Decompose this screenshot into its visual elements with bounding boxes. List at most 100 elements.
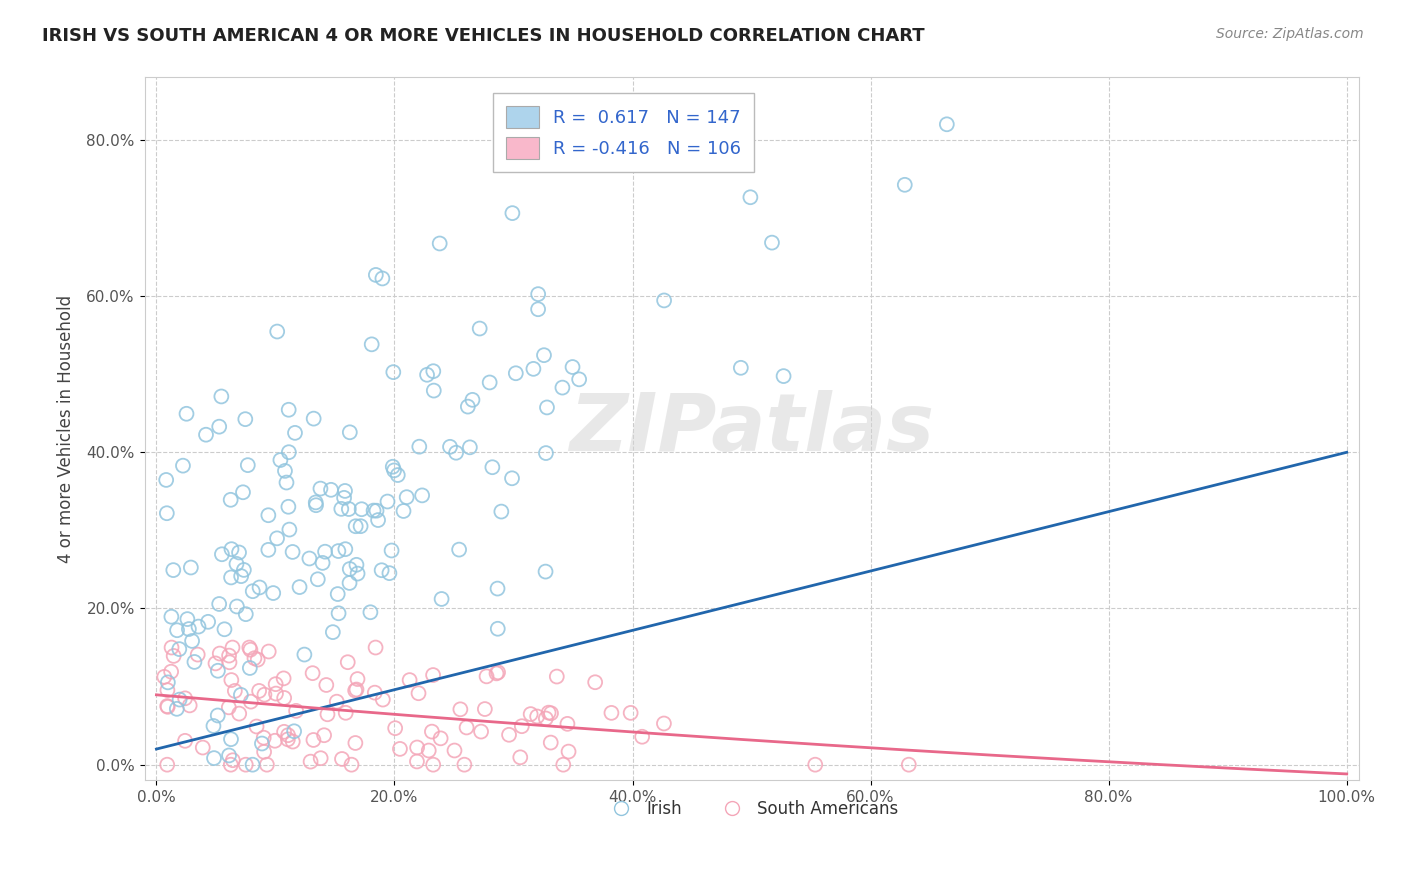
Point <box>219 570 242 584</box>
Point <box>266 325 288 339</box>
Point <box>453 757 475 772</box>
Point <box>242 584 264 599</box>
Point <box>350 502 373 516</box>
Point <box>187 619 209 633</box>
Point <box>208 597 231 611</box>
Point <box>207 664 229 678</box>
Point <box>253 688 276 702</box>
Point <box>346 672 368 686</box>
Point <box>422 757 444 772</box>
Point <box>509 750 531 764</box>
Point <box>155 473 177 487</box>
Text: ZIPatlas: ZIPatlas <box>569 390 934 468</box>
Point <box>197 615 219 629</box>
Point <box>429 236 451 251</box>
Point <box>174 691 197 706</box>
Point <box>191 740 214 755</box>
Point <box>285 704 308 718</box>
Point <box>406 740 429 755</box>
Point <box>537 706 560 720</box>
Point <box>382 463 405 477</box>
Point <box>204 657 226 671</box>
Point <box>330 752 353 766</box>
Point <box>281 734 304 748</box>
Point <box>349 519 371 533</box>
Point <box>652 716 675 731</box>
Point <box>298 551 321 566</box>
Point <box>491 505 513 519</box>
Point <box>546 669 568 683</box>
Point <box>221 640 243 655</box>
Point <box>408 686 430 700</box>
Point <box>253 745 276 759</box>
Point <box>302 411 325 425</box>
Point <box>359 605 381 619</box>
Point <box>228 706 250 721</box>
Point <box>180 560 202 574</box>
Point <box>470 724 492 739</box>
Point <box>247 684 270 698</box>
Point <box>239 661 262 675</box>
Point <box>195 427 218 442</box>
Point <box>264 687 287 701</box>
Point <box>620 706 643 720</box>
Point <box>156 699 179 714</box>
Point <box>522 362 544 376</box>
Point <box>156 683 179 698</box>
Point <box>225 599 247 614</box>
Point <box>257 508 280 523</box>
Point <box>527 302 550 317</box>
Point <box>176 407 198 421</box>
Point <box>526 709 548 723</box>
Point <box>246 652 269 666</box>
Point <box>534 565 557 579</box>
Point <box>337 502 360 516</box>
Point <box>367 513 389 527</box>
Point <box>269 453 291 467</box>
Point <box>631 730 654 744</box>
Point <box>652 293 675 308</box>
Point <box>316 707 339 722</box>
Point <box>322 625 344 640</box>
Point <box>253 731 276 745</box>
Point <box>395 490 418 504</box>
Point <box>277 445 299 459</box>
Point <box>384 721 406 735</box>
Point <box>311 556 333 570</box>
Point <box>422 668 444 682</box>
Point <box>177 622 200 636</box>
Point <box>166 702 188 716</box>
Point <box>239 642 262 657</box>
Point <box>183 655 205 669</box>
Point <box>364 640 387 655</box>
Point <box>420 724 443 739</box>
Point <box>219 492 242 507</box>
Point <box>458 440 481 454</box>
Point <box>319 483 342 497</box>
Point <box>221 542 243 557</box>
Point <box>166 624 188 638</box>
Point <box>444 446 467 460</box>
Point <box>339 576 361 591</box>
Point <box>378 566 401 581</box>
Point <box>894 178 917 192</box>
Point <box>249 581 271 595</box>
Point <box>388 742 411 756</box>
Point <box>263 733 285 747</box>
Point <box>266 532 288 546</box>
Point <box>335 542 357 557</box>
Point <box>533 348 555 362</box>
Point <box>281 545 304 559</box>
Legend: Irish, South Americans: Irish, South Americans <box>598 793 905 825</box>
Point <box>211 547 233 561</box>
Point <box>277 728 299 742</box>
Point <box>232 485 254 500</box>
Text: IRISH VS SOUTH AMERICAN 4 OR MORE VEHICLES IN HOUSEHOLD CORRELATION CHART: IRISH VS SOUTH AMERICAN 4 OR MORE VEHICL… <box>42 27 925 45</box>
Point <box>277 732 299 747</box>
Point <box>498 728 520 742</box>
Point <box>540 735 562 749</box>
Point <box>534 711 557 725</box>
Point <box>330 501 353 516</box>
Point <box>772 369 794 384</box>
Point <box>501 206 523 220</box>
